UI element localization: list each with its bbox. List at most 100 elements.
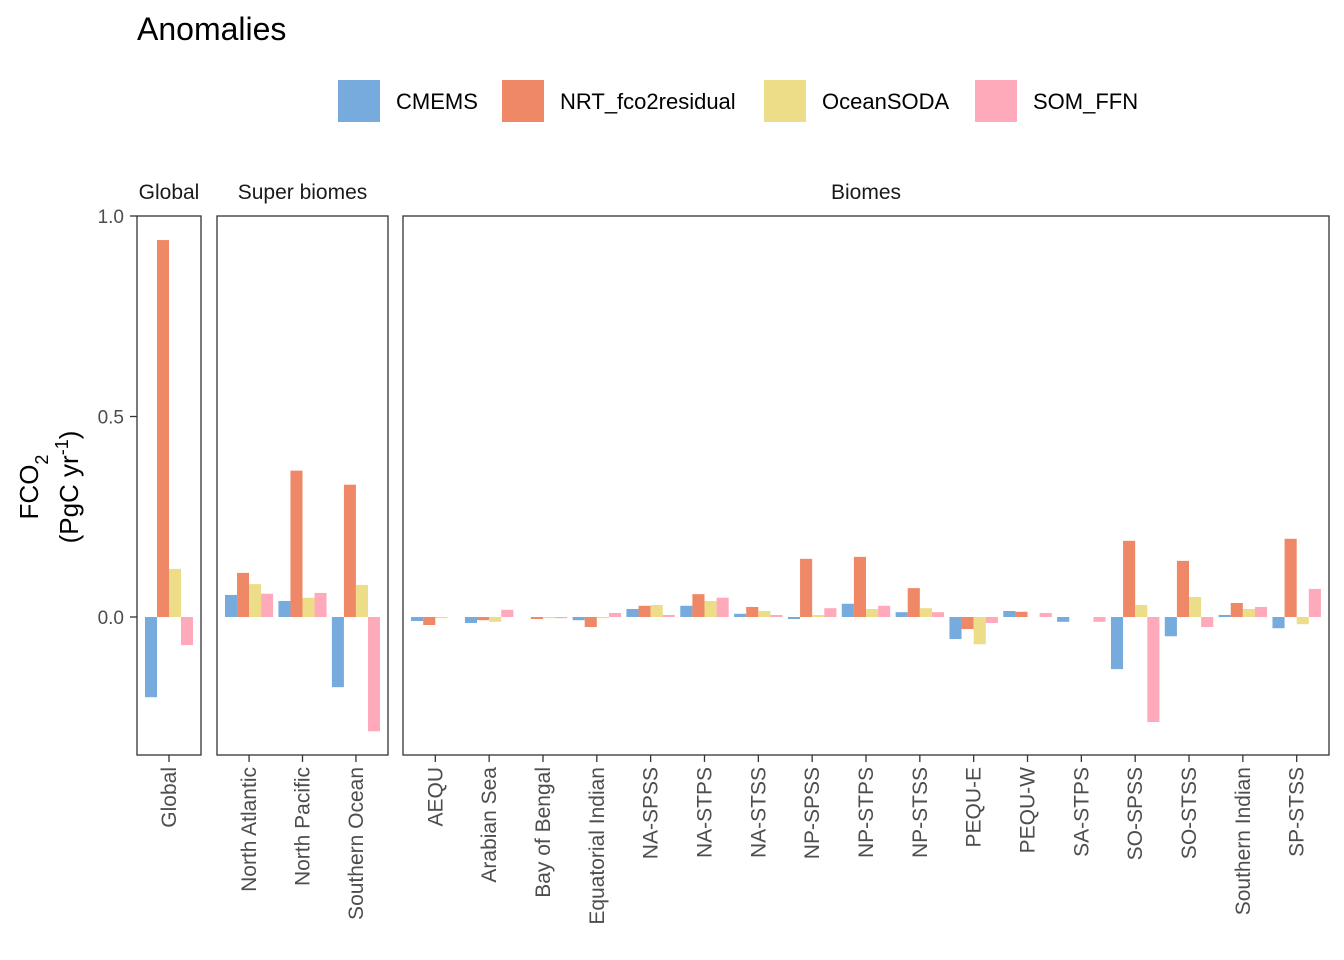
bar-SOM_FFN-PEQU-E bbox=[985, 617, 998, 624]
bar-CMEMS-Southern Indian bbox=[1218, 614, 1231, 617]
bar-OceanSODA-Equatorial Indian bbox=[596, 617, 609, 619]
bar-NRT_fco2residual-NP-STSS bbox=[907, 588, 920, 617]
bar-CMEMS-Southern Ocean bbox=[331, 617, 344, 688]
legend-label-3: OceanSODA bbox=[822, 89, 949, 114]
bar-OceanSODA-Southern Ocean bbox=[355, 584, 368, 617]
bar-NRT_fco2residual-SO-SPSS bbox=[1123, 540, 1136, 617]
y-axis-title-line1: FCO2 bbox=[14, 455, 52, 520]
panel-3: Biomes AEQU Arabian Sea Bay of Bengal Equato… bbox=[402, 181, 1330, 925]
bar-NRT_fco2residual-SP-STSS bbox=[1284, 538, 1297, 617]
x-tick-label: NA-STPS bbox=[693, 767, 716, 858]
legend-label-4: SOM_FFN bbox=[1033, 89, 1138, 114]
bar-NRT_fco2residual-NA-SPSS bbox=[638, 605, 651, 617]
bar-OceanSODA-Bay of Bengal bbox=[542, 617, 556, 619]
bar-OceanSODA-SO-STSS bbox=[1189, 596, 1202, 617]
bar-NRT_fco2residual-Southern Ocean bbox=[343, 484, 356, 617]
bar-SOM_FFN-SO-STSS bbox=[1201, 617, 1214, 628]
bar-CMEMS-SO-SPSS bbox=[1110, 617, 1124, 670]
x-tick-label: Arabian Sea bbox=[478, 767, 501, 883]
bar-SOM_FFN-Southern Indian bbox=[1254, 606, 1268, 617]
x-tick-label: PEQU-E bbox=[963, 767, 986, 848]
panel-border bbox=[402, 215, 1330, 756]
bar-CMEMS-NA-SPSS bbox=[626, 608, 639, 617]
bar-NRT_fco2residual-Bay of Bengal bbox=[530, 617, 543, 620]
bar-SOM_FFN-Southern Ocean bbox=[367, 617, 380, 732]
bar-OceanSODA-Global bbox=[169, 568, 181, 617]
bar-OceanSODA-NA-STPS bbox=[704, 600, 717, 617]
x-tick-label: North Pacific bbox=[292, 767, 315, 886]
bar-SOM_FFN-NP-STPS bbox=[878, 605, 891, 617]
legend-key-1 bbox=[338, 80, 380, 122]
bar-SOM_FFN-NP-STSS bbox=[931, 612, 945, 617]
bar-SOM_FFN-NA-STSS bbox=[770, 614, 783, 617]
bar-CMEMS-SO-STSS bbox=[1164, 617, 1177, 637]
bar-NRT_fco2residual-North Atlantic bbox=[237, 572, 250, 617]
bar-SOM_FFN-SA-STPS bbox=[1093, 617, 1106, 622]
panel-title: Super biomes bbox=[238, 181, 368, 204]
bar-CMEMS-NA-STPS bbox=[680, 605, 693, 617]
chart-title: Anomalies bbox=[137, 11, 286, 47]
bar-NRT_fco2residual-NP-SPSS bbox=[800, 558, 813, 617]
bar-NRT_fco2residual-NP-STPS bbox=[853, 556, 866, 617]
bar-SOM_FFN-Global bbox=[181, 617, 193, 646]
bar-CMEMS-SP-STSS bbox=[1272, 617, 1285, 629]
y-axis-title: FCO2 (PgC yr-1) bbox=[14, 431, 84, 544]
panel-2: Super biomes North Atlantic North Pacific S… bbox=[216, 181, 389, 920]
x-tick-label: SO-SPSS bbox=[1124, 767, 1147, 860]
bar-NRT_fco2residual-SO-STSS bbox=[1176, 560, 1190, 617]
x-tick-label: SP-STSS bbox=[1286, 767, 1309, 857]
bar-SOM_FFN-Arabian Sea bbox=[501, 609, 514, 617]
bar-CMEMS-NA-STSS bbox=[734, 613, 747, 617]
bar-CMEMS-North Pacific bbox=[278, 600, 291, 617]
x-tick-label: NP-STSS bbox=[909, 767, 932, 858]
bar-NRT_fco2residual-North Pacific bbox=[290, 470, 303, 617]
bar-CMEMS-NP-SPSS bbox=[787, 617, 801, 620]
bar-NRT_fco2residual-NA-STPS bbox=[692, 594, 705, 617]
bar-CMEMS-NP-STPS bbox=[841, 603, 854, 617]
x-tick-label: Bay of Bengal bbox=[532, 767, 555, 898]
bar-CMEMS-AEQU bbox=[411, 617, 424, 622]
bar-OceanSODA-Southern Indian bbox=[1242, 608, 1255, 617]
bar-OceanSODA-SO-SPSS bbox=[1135, 604, 1148, 617]
legend-key-2 bbox=[502, 80, 544, 122]
bar-OceanSODA-North Pacific bbox=[302, 597, 315, 617]
legend-key-3 bbox=[764, 80, 806, 122]
x-tick-label: SO-STSS bbox=[1178, 767, 1201, 859]
bar-CMEMS-PEQU-E bbox=[949, 617, 962, 640]
bar-SOM_FFN-SO-SPSS bbox=[1147, 617, 1160, 723]
bar-CMEMS-SA-STPS bbox=[1057, 617, 1070, 622]
legend: CMEMS NRT_fco2residual OceanSODA SOM_FFN bbox=[338, 80, 1138, 122]
legend-label-2: NRT_fco2residual bbox=[560, 89, 736, 114]
x-tick-label: NA-SPSS bbox=[640, 767, 663, 859]
bar-NRT_fco2residual-Arabian Sea bbox=[477, 617, 490, 621]
bar-SOM_FFN-Bay of Bengal bbox=[555, 617, 568, 619]
bar-SOM_FFN-NP-SPSS bbox=[824, 608, 837, 617]
bar-CMEMS-PEQU-W bbox=[1003, 610, 1016, 617]
legend-key-4 bbox=[975, 80, 1017, 122]
x-tick-label: Global bbox=[158, 767, 181, 828]
y-axis-title-line2: (PgC yr-1) bbox=[52, 431, 84, 544]
bar-CMEMS-Global bbox=[145, 617, 157, 698]
x-tick-label: PEQU-W bbox=[1017, 767, 1040, 854]
bar-CMEMS-North Atlantic bbox=[225, 594, 238, 617]
x-tick-label: North Atlantic bbox=[238, 767, 261, 892]
x-tick-label: AEQU bbox=[424, 767, 447, 827]
y-tick-label: 1.0 bbox=[98, 207, 124, 228]
x-tick-label: SA-STPS bbox=[1070, 767, 1093, 857]
bar-OceanSODA-NP-STPS bbox=[866, 608, 879, 617]
bar-OceanSODA-NA-SPSS bbox=[650, 604, 663, 617]
bar-SOM_FFN-NA-STPS bbox=[716, 597, 729, 617]
x-tick-label: Southern Indian bbox=[1232, 767, 1255, 915]
bar-SOM_FFN-PEQU-W bbox=[1039, 612, 1052, 617]
bar-NRT_fco2residual-PEQU-W bbox=[1015, 611, 1028, 617]
panel-1: Global Global bbox=[136, 181, 202, 828]
bar-SOM_FFN-SP-STSS bbox=[1308, 588, 1321, 617]
bar-OceanSODA-NP-SPSS bbox=[812, 614, 825, 617]
x-tick-label: NP-SPSS bbox=[801, 767, 824, 859]
legend-label-1: CMEMS bbox=[396, 89, 478, 114]
x-tick-label: NA-STSS bbox=[747, 767, 770, 858]
bar-SOM_FFN-NA-SPSS bbox=[662, 614, 675, 617]
bar-SOM_FFN-North Atlantic bbox=[261, 593, 274, 617]
y-tick-label: 0.0 bbox=[98, 608, 124, 629]
bar-NRT_fco2residual-AEQU bbox=[423, 617, 436, 626]
